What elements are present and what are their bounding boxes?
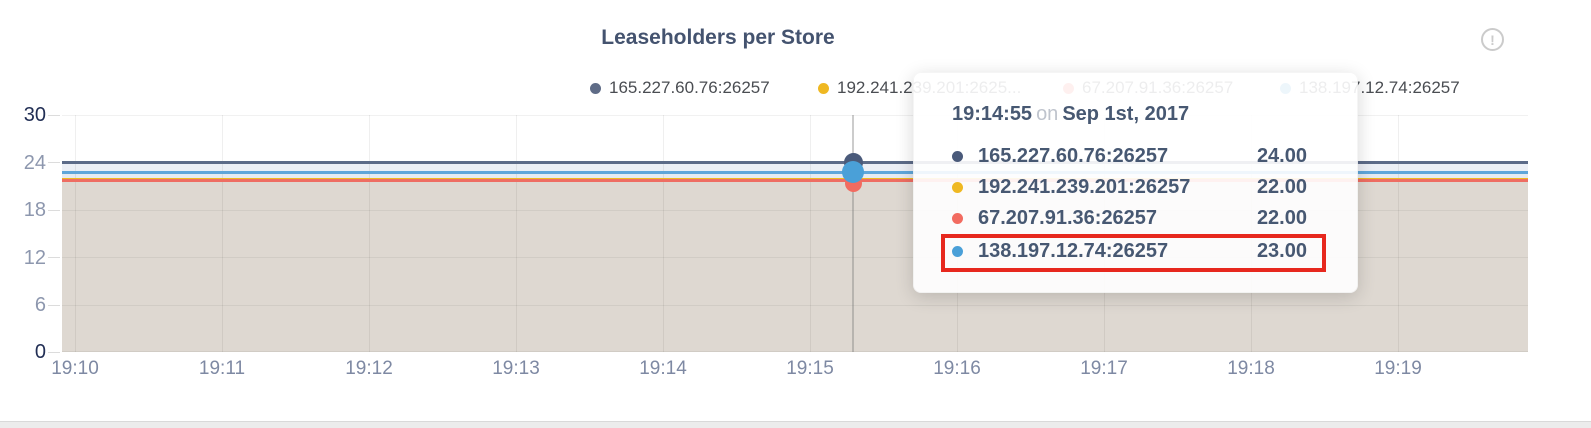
chart-tooltip: 19:14:55 on Sep 1st, 2017 165.227.60.76:26… (913, 72, 1358, 293)
series-line-red-67-207-91-36 (62, 179, 1528, 182)
tooltip-series-name: 165.227.60.76:26257 (978, 144, 1169, 167)
y-axis-label-0: 0 (34, 341, 46, 363)
y-tick-mark (48, 210, 60, 211)
h-gridline (62, 115, 1528, 116)
y-axis-label-24: 24 (23, 152, 46, 174)
v-gridline (75, 115, 76, 352)
y-tick-mark (48, 257, 60, 258)
tooltip-series-name: 67.207.91.36:26257 (978, 206, 1158, 229)
tooltip-series-value: 23.00 (1256, 239, 1307, 262)
y-axis-label-30: 30 (23, 104, 46, 126)
h-gridline (62, 351, 1528, 352)
legend-item-165-227-60-76[interactable]: 165.227.60.76:26257 (590, 78, 770, 97)
v-gridline (516, 115, 517, 352)
tooltip-on-text: on (1036, 103, 1059, 125)
tooltip-row: 67.207.91.36:26257 22.00 (952, 203, 1307, 233)
tooltip-dot-red-icon (952, 212, 963, 224)
x-axis-label-1913: 19:13 (492, 358, 540, 379)
tooltip-series-name: 192.241.239.201:26257 (978, 175, 1191, 198)
area-band-navy-blue (62, 163, 1528, 172)
legend-dot-yellow-icon (818, 82, 829, 94)
tooltip-series-name: 138.197.12.74:26257 (978, 239, 1169, 262)
hover-dot-blue (842, 161, 864, 183)
tooltip-dot-blue-icon (952, 245, 963, 257)
tooltip-dot-navy-icon (952, 150, 963, 162)
hover-guideline (852, 115, 854, 352)
tooltip-row-highlighted: 138.197.12.74:26257 23.00 (952, 236, 1307, 266)
y-tick-mark (48, 162, 60, 163)
h-gridline (62, 210, 1528, 211)
x-axis-label-1914: 19:14 (639, 358, 687, 379)
series-line-navy-165-227-60-76 (62, 161, 1528, 164)
v-gridline (663, 115, 664, 352)
legend-label: 165.227.60.76:26257 (609, 78, 770, 97)
x-axis-label-1910: 19:10 (51, 358, 99, 379)
chart-title: Leaseholders per Store (601, 26, 835, 49)
tooltip-series-value: 22.00 (1256, 175, 1307, 198)
x-axis-label-1917: 19:17 (1080, 358, 1128, 379)
tooltip-row: 192.241.239.201:26257 22.00 (952, 172, 1307, 202)
v-gridline (810, 115, 811, 352)
y-axis-label-18: 18 (23, 199, 46, 221)
v-gridline (1398, 115, 1399, 352)
v-gridline (369, 115, 370, 352)
y-axis-label-12: 12 (23, 247, 46, 269)
tooltip-date: Sep 1st, 2017 (1062, 103, 1190, 125)
tooltip-series-value: 24.00 (1256, 144, 1307, 167)
tooltip-series-value: 22.00 (1256, 206, 1307, 229)
x-axis-label-1918: 19:18 (1227, 358, 1275, 379)
x-axis-label-1911: 19:11 (198, 358, 246, 379)
tooltip-row: 165.227.60.76:26257 24.00 (952, 141, 1307, 171)
legend-dot-navy-icon (590, 82, 601, 94)
series-line-blue-138-197-12-74 (62, 171, 1528, 174)
tooltip-time: 19:14:55 (952, 103, 1033, 125)
y-tick-mark (48, 352, 60, 353)
h-gridline (62, 257, 1528, 258)
x-axis-label-1919: 19:19 (1374, 358, 1422, 379)
x-axis-label-1912: 19:12 (345, 358, 393, 379)
y-axis-label-6: 6 (34, 294, 46, 316)
x-axis-label-1915: 19:15 (786, 358, 834, 379)
tooltip-timestamp: 19:14:55 on Sep 1st, 2017 (952, 103, 1189, 126)
info-exclamation-icon[interactable]: ! (1481, 28, 1504, 51)
tooltip-dot-yellow-icon (952, 181, 963, 193)
v-gridline (222, 115, 223, 352)
x-axis-label-1916: 19:16 (933, 358, 981, 379)
y-tick-mark (48, 115, 60, 116)
info-icon-glyph: ! (1490, 31, 1495, 48)
h-gridline (62, 305, 1528, 306)
panel-bottom-divider (0, 421, 1591, 428)
area-band-blue-red (62, 172, 1528, 180)
y-tick-mark (48, 305, 60, 306)
